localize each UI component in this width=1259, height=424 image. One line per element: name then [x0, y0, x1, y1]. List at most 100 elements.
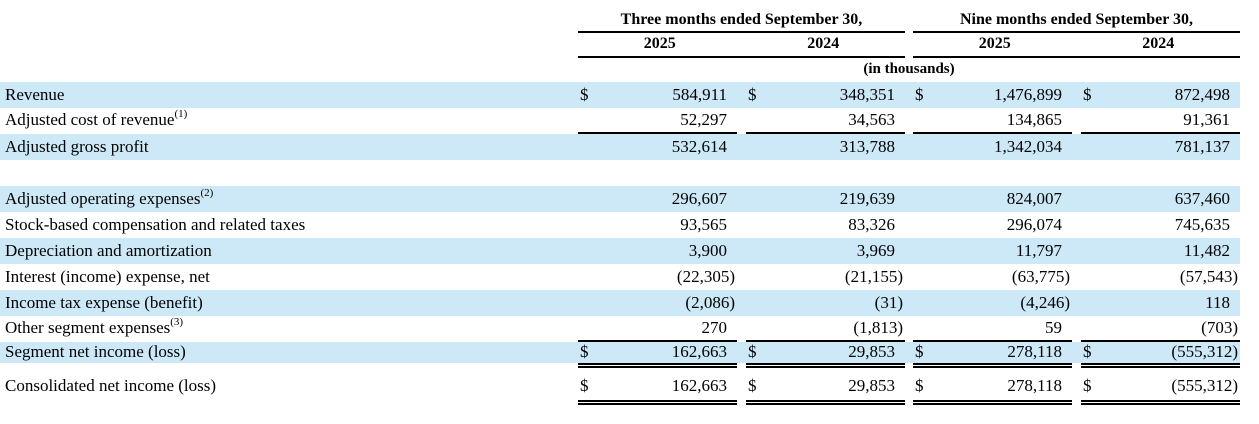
- value-cell: (57,543): [1081, 264, 1240, 290]
- cell-value: 348,351: [839, 85, 895, 104]
- column-gap: [1072, 108, 1081, 134]
- cell-value: 11,482: [1183, 241, 1230, 260]
- column-gap: [1072, 238, 1081, 264]
- cell-value: (2,086): [685, 293, 735, 312]
- currency-symbol: [746, 290, 770, 316]
- cell-value: [602, 160, 737, 186]
- cell-value: (703): [1201, 318, 1238, 337]
- currency-symbol: $: [915, 376, 924, 395]
- currency-symbol: [578, 160, 602, 186]
- column-gap: [905, 134, 913, 160]
- row-label: Other segment expenses(3): [5, 316, 184, 337]
- currency-symbol: $: [748, 342, 757, 361]
- column-gap: [737, 316, 746, 342]
- cell-value: 52,297: [680, 110, 727, 129]
- footnote-reference: (1): [174, 108, 188, 121]
- financial-statement-page: Three months ended September 30, Nine mo…: [0, 10, 1259, 405]
- cell-value: 134,865: [1006, 110, 1062, 129]
- cell-value: (1,813): [853, 318, 903, 337]
- value-cell: $ (555,312): [1081, 342, 1240, 368]
- footnote-reference: (2): [200, 187, 214, 200]
- cell-value: 3,969: [856, 241, 895, 260]
- cell-value: 34,563: [848, 110, 895, 129]
- column-gap: [905, 373, 913, 405]
- value-cell: 91,361: [1081, 108, 1240, 134]
- header-label-spacer: [0, 10, 578, 33]
- currency-symbol: [913, 290, 937, 316]
- value-cell: 532,614: [578, 134, 737, 160]
- table-header: Three months ended September 30, Nine mo…: [0, 10, 1259, 82]
- value-cell: $162,663: [578, 373, 737, 405]
- period-group-nine-months: Nine months ended September 30,: [913, 10, 1240, 33]
- cell-value: (4,246): [1020, 293, 1070, 312]
- value-cell: (22,305): [578, 264, 737, 290]
- value-cell: 1,342,034: [913, 134, 1072, 160]
- cell-value: 313,788: [839, 137, 895, 156]
- currency-symbol: [913, 238, 937, 264]
- column-gap: [1072, 342, 1081, 368]
- row-label: Adjusted cost of revenue(1): [5, 108, 188, 129]
- table-row: Stock-based compensation and related tax…: [0, 212, 1259, 238]
- cell-value: 532,614: [671, 137, 727, 156]
- column-gap: [737, 134, 746, 160]
- cell-value: (22,305): [676, 267, 735, 286]
- column-gap: [737, 238, 746, 264]
- table-row: Income tax expense (benefit) (2,086) (31) (…: [0, 290, 1259, 316]
- value-cell: 3,969: [746, 238, 905, 264]
- row-label: Stock-based compensation and related tax…: [5, 215, 306, 234]
- column-gap: [905, 212, 913, 238]
- column-gap: [905, 82, 913, 108]
- value-cell: 219,639: [746, 186, 905, 212]
- value-cell: (703): [1081, 316, 1240, 342]
- currency-symbol: $: [580, 342, 589, 361]
- value-cell: 637,460: [1081, 186, 1240, 212]
- units-note: (in thousands): [863, 61, 955, 77]
- currency-symbol: $: [580, 85, 589, 104]
- value-cell: [1081, 160, 1240, 186]
- currency-symbol: [578, 186, 602, 212]
- currency-symbol: $: [1083, 85, 1092, 104]
- value-cell: 93,565: [578, 212, 737, 238]
- cell-value: (31): [874, 293, 903, 312]
- column-gap: [737, 373, 746, 405]
- value-cell: (21,155): [746, 264, 905, 290]
- cell-value: 296,607: [671, 189, 727, 208]
- currency-symbol: [578, 316, 602, 340]
- currency-symbol: [1081, 160, 1105, 186]
- cell-value: 824,007: [1006, 189, 1062, 208]
- footnote-reference: (3): [170, 316, 184, 329]
- value-cell: 745,635: [1081, 212, 1240, 238]
- currency-symbol: [913, 212, 937, 238]
- currency-symbol: $: [580, 376, 589, 395]
- currency-symbol: [1081, 238, 1105, 264]
- cell-value: 584,911: [672, 85, 727, 104]
- cell-value: 118: [1205, 293, 1230, 312]
- value-cell: (1,813): [746, 316, 905, 342]
- currency-symbol: $: [748, 376, 757, 395]
- column-gap: [905, 264, 913, 290]
- cell-value: 11,797: [1015, 241, 1062, 260]
- currency-symbol: [913, 134, 937, 160]
- currency-symbol: [1081, 212, 1105, 238]
- currency-symbol: [746, 160, 770, 186]
- table-row: Consolidated net income (loss) $162,663 $2…: [0, 373, 1259, 405]
- cell-value: 1,342,034: [994, 137, 1062, 156]
- cell-value: 83,326: [848, 215, 895, 234]
- currency-symbol: [578, 264, 602, 290]
- currency-symbol: [746, 186, 770, 212]
- column-gap: [905, 160, 913, 186]
- table-row: Adjusted cost of revenue(1) 52,297 34,563 1…: [0, 108, 1259, 134]
- column-gap: [737, 342, 746, 368]
- row-label: Consolidated net income (loss): [5, 376, 217, 395]
- currency-symbol: [1081, 316, 1105, 340]
- value-cell: 83,326: [746, 212, 905, 238]
- currency-symbol: [578, 290, 602, 316]
- column-gap: [1072, 373, 1081, 405]
- currency-symbol: [578, 134, 602, 160]
- value-cell: 118: [1081, 290, 1240, 316]
- value-cell: [746, 160, 905, 186]
- row-label: Adjusted gross profit: [0, 134, 578, 160]
- currency-symbol: [746, 238, 770, 264]
- value-cell: (4,246): [913, 290, 1072, 316]
- table-row: Segment net income (loss) $162,663 $29,853…: [0, 342, 1259, 368]
